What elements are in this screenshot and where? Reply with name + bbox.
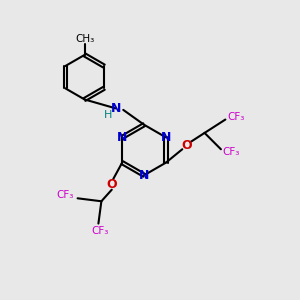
Text: N: N [139, 169, 149, 182]
Text: CF₃: CF₃ [91, 226, 109, 236]
Text: CF₃: CF₃ [223, 147, 240, 157]
Text: CF₃: CF₃ [227, 112, 244, 122]
Text: CF₃: CF₃ [56, 190, 74, 200]
Text: N: N [117, 131, 128, 144]
Text: O: O [182, 139, 192, 152]
Text: N: N [161, 131, 171, 144]
Text: CH₃: CH₃ [75, 34, 94, 44]
Text: N: N [111, 102, 121, 115]
Text: O: O [106, 178, 117, 191]
Text: H: H [103, 110, 112, 120]
